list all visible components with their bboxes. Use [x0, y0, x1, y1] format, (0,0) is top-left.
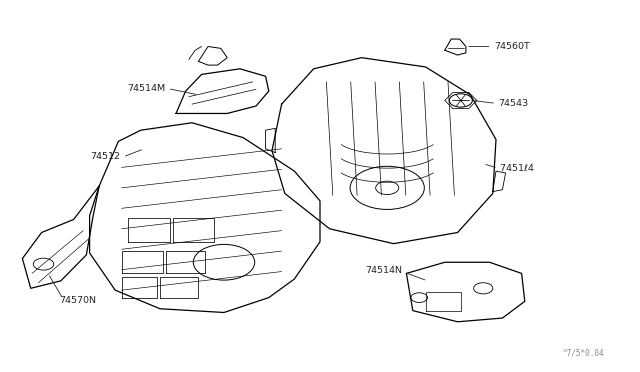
Text: 74560T: 74560T: [494, 42, 530, 51]
Text: 74514N: 74514N: [365, 266, 402, 275]
Text: 7451ℓ​4: 7451ℓ​4: [500, 164, 534, 173]
Text: 74514M: 74514M: [127, 84, 165, 93]
Text: 74570N: 74570N: [60, 296, 97, 305]
Text: 74543: 74543: [499, 99, 529, 108]
Text: 74512: 74512: [90, 153, 120, 161]
Text: ^7/5*0.04: ^7/5*0.04: [563, 349, 605, 358]
